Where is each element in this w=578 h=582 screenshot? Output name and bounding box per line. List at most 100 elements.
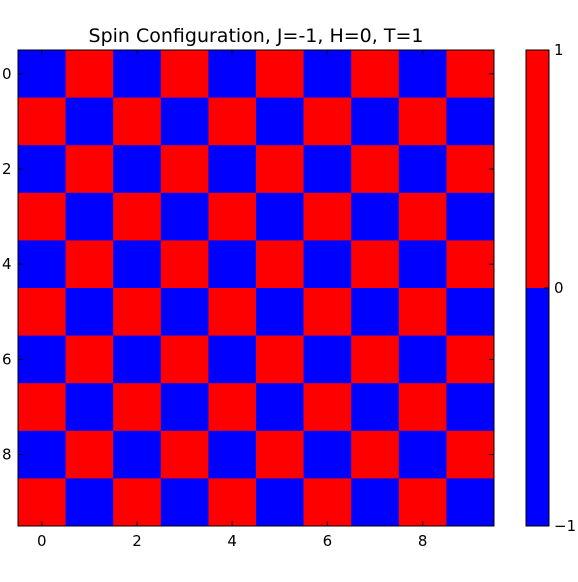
- heatmap-cell: [160, 192, 209, 241]
- heatmap-cell: [351, 383, 400, 432]
- heatmap-cell: [65, 240, 114, 289]
- x-axis: 0 2 4 6 8: [37, 50, 427, 550]
- colorbar: −1 0 1: [525, 41, 576, 535]
- colorbar-tick-label: 1: [554, 41, 564, 59]
- heatmap-cell: [18, 383, 66, 432]
- heatmap-cell: [208, 478, 257, 527]
- y-tick-label: 2: [2, 160, 12, 178]
- heatmap-cell: [303, 383, 352, 432]
- heatmap-cell: [398, 430, 447, 479]
- heatmap-cell: [160, 288, 209, 336]
- heatmap-cell: [65, 383, 114, 432]
- heatmap-cell: [18, 97, 66, 146]
- heatmap-cell: [446, 97, 495, 146]
- heatmap-cell: [351, 430, 400, 479]
- heatmap-cells: [18, 50, 495, 527]
- heatmap-cell: [303, 192, 352, 241]
- heatmap-cell: [18, 50, 66, 98]
- heatmap-cell: [398, 335, 447, 384]
- chart-title: Spin Configuration, J=-1, H=0, T=1: [88, 25, 424, 47]
- heatmap-cell: [65, 192, 114, 241]
- heatmap-cell: [208, 192, 257, 241]
- heatmap-cell: [160, 50, 209, 98]
- heatmap-cell: [351, 97, 400, 146]
- heatmap-cell: [446, 335, 495, 384]
- heatmap-cell: [351, 335, 400, 384]
- heatmap-cell: [160, 430, 209, 479]
- heatmap-cell: [160, 145, 209, 194]
- heatmap-cell: [256, 192, 304, 241]
- heatmap-cell: [65, 288, 114, 336]
- heatmap-cell: [160, 383, 209, 432]
- heatmap-cell: [446, 145, 495, 194]
- heatmap-cell: [303, 50, 352, 98]
- heatmap-cell: [303, 145, 352, 194]
- colorbar-tick-label: 0: [554, 279, 564, 297]
- heatmap-cell: [18, 335, 66, 384]
- heatmap-cell: [446, 478, 495, 527]
- heatmap-cell: [446, 50, 495, 98]
- x-tick-label: 4: [227, 532, 237, 550]
- heatmap-cell: [65, 335, 114, 384]
- heatmap-cell: [18, 430, 66, 479]
- heatmap-cell: [303, 240, 352, 289]
- heatmap-cell: [65, 430, 114, 479]
- heatmap-cell: [398, 383, 447, 432]
- plot-frame: [17, 49, 495, 527]
- heatmap-cell: [256, 288, 304, 336]
- heatmap-cell: [208, 50, 257, 98]
- heatmap-cell: [256, 97, 304, 146]
- heatmap-cell: [65, 145, 114, 194]
- heatmap-cell: [303, 97, 352, 146]
- heatmap-cell: [113, 335, 162, 384]
- heatmap-cell: [351, 478, 400, 527]
- heatmap-cell: [160, 335, 209, 384]
- heatmap-cell: [208, 145, 257, 194]
- heatmap-cell: [256, 240, 304, 289]
- heatmap-cell: [256, 430, 304, 479]
- heatmap-cell: [398, 240, 447, 289]
- heatmap-cell: [18, 288, 66, 336]
- y-axis: 0 2 4 6 8: [2, 65, 494, 464]
- colorbar-segment-negative: [526, 288, 549, 526]
- heatmap-cell: [446, 192, 495, 241]
- heatmap-cell: [113, 478, 162, 527]
- heatmap-cell: [113, 240, 162, 289]
- heatmap-cell: [398, 97, 447, 146]
- heatmap-cell: [113, 430, 162, 479]
- heatmap-cell: [256, 50, 304, 98]
- heatmap-cell: [398, 478, 447, 527]
- x-tick-label: 2: [132, 532, 142, 550]
- heatmap-cell: [446, 240, 495, 289]
- heatmap-cell: [65, 97, 114, 146]
- heatmap-cell: [208, 288, 257, 336]
- heatmap-cell: [351, 50, 400, 98]
- x-tick-label: 0: [37, 532, 47, 550]
- x-tick-label: 8: [418, 532, 428, 550]
- heatmap-cell: [113, 50, 162, 98]
- heatmap-cell: [398, 192, 447, 241]
- x-tick-label: 6: [323, 532, 333, 550]
- heatmap-cell: [446, 383, 495, 432]
- colorbar-tick-label: −1: [554, 517, 576, 535]
- heatmap-cell: [351, 288, 400, 336]
- heatmap-cell: [351, 145, 400, 194]
- y-tick-label: 8: [2, 446, 12, 464]
- heatmap-cell: [160, 478, 209, 527]
- heatmap-cell: [18, 478, 66, 527]
- heatmap-cell: [398, 145, 447, 194]
- heatmap-cell: [113, 288, 162, 336]
- heatmap-cell: [113, 383, 162, 432]
- heatmap-cell: [160, 240, 209, 289]
- heatmap-cell: [351, 192, 400, 241]
- heatmap-cell: [256, 383, 304, 432]
- colorbar-segment-positive: [526, 50, 549, 288]
- y-tick-label: 4: [2, 255, 12, 273]
- heatmap-cell: [303, 335, 352, 384]
- heatmap-cell: [65, 50, 114, 98]
- heatmap-cell: [208, 335, 257, 384]
- heatmap-cell: [18, 240, 66, 289]
- heatmap-cell: [208, 240, 257, 289]
